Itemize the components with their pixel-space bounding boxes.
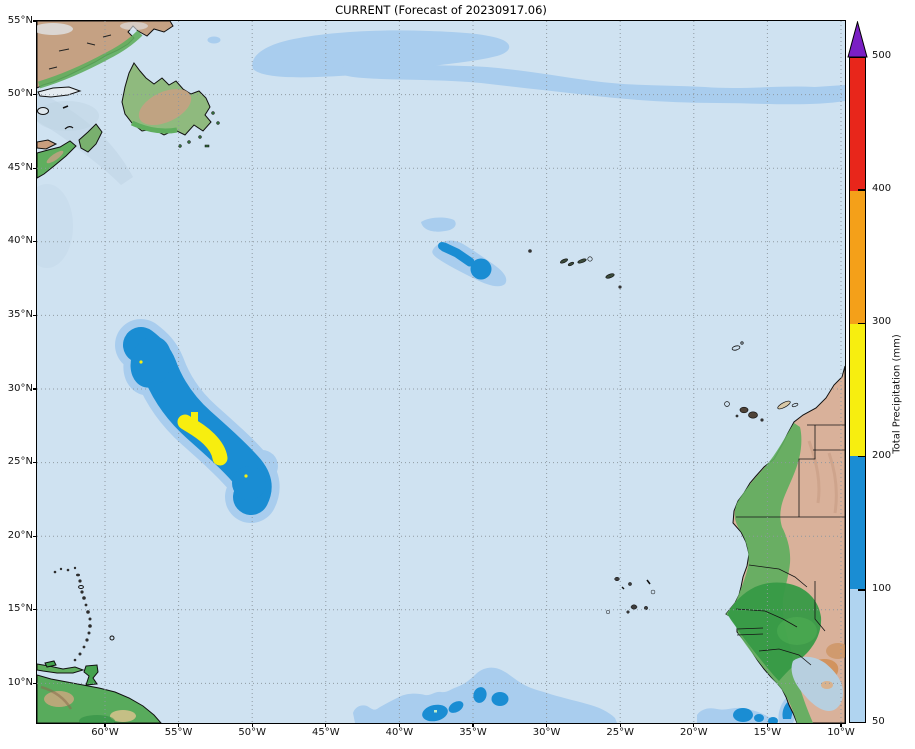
- lon-tick-mark: [104, 723, 106, 727]
- lon-tick-mark: [398, 723, 400, 727]
- colorbar-segment: [850, 323, 865, 457]
- lon-tick-label: 45°W: [311, 727, 340, 738]
- newfoundland-island: [121, 62, 220, 148]
- colorbar-segment: [850, 190, 865, 324]
- colorbar-segment: [850, 58, 865, 191]
- lat-tick-label: 35°N: [7, 308, 33, 320]
- lat-tick-mark: [33, 462, 37, 464]
- colorbar-tick-mark: [858, 455, 866, 458]
- colorbar-tick-mark: [858, 589, 866, 591]
- lon-tick-label: 25°W: [606, 727, 634, 738]
- lat-tick-mark: [33, 314, 37, 316]
- madeira-islands: [731, 341, 744, 351]
- lat-tick-mark: [33, 682, 37, 684]
- lon-tick-mark: [178, 723, 180, 727]
- map-panel: [37, 21, 845, 723]
- colorbar-segment: [850, 589, 865, 722]
- lat-tick-mark: [33, 94, 37, 96]
- canary-islands: [724, 400, 799, 422]
- canada-landmass: [37, 21, 174, 89]
- lon-tick-label: 10°W: [827, 727, 855, 738]
- colorbar-tick-label: 200: [872, 449, 892, 461]
- lat-tick-label: 20°N: [7, 529, 33, 541]
- graticule-grid: [37, 21, 845, 723]
- lat-tick-mark: [33, 20, 37, 22]
- colorbar: [849, 57, 866, 723]
- colorbar-tick-label: 500: [872, 50, 892, 61]
- lon-tick-mark: [472, 723, 474, 727]
- lat-tick-mark: [33, 388, 37, 390]
- lon-tick-label: 15°W: [753, 727, 782, 738]
- lat-tick-mark: [33, 167, 37, 169]
- lat-tick-mark: [33, 241, 37, 243]
- lat-tick-label: 45°N: [7, 161, 33, 173]
- lon-tick-mark: [693, 723, 695, 727]
- lat-tick-label: 30°N: [7, 382, 33, 394]
- lat-tick-mark: [33, 535, 37, 537]
- country-borders: [735, 424, 845, 666]
- colorbar-over-arrow: [847, 21, 868, 58]
- colorbar-tick-label: 50: [872, 716, 885, 727]
- lon-tick-label: 30°W: [532, 727, 561, 738]
- colorbar-tick-label: 100: [872, 582, 892, 594]
- lat-tick-label: 10°N: [7, 676, 33, 688]
- north-streak-precip: [252, 30, 510, 78]
- cape-verde-islands: [605, 576, 656, 615]
- lon-tick-mark: [840, 723, 842, 727]
- lat-tick-label: 25°N: [7, 456, 33, 468]
- lon-tick-mark: [546, 723, 548, 727]
- colorbar-segment: [850, 456, 865, 590]
- lat-tick-label: 55°N: [7, 14, 33, 26]
- south-america-landmass: [37, 660, 162, 723]
- lon-tick-label: 50°W: [238, 727, 266, 738]
- azores-precip-core: [438, 242, 492, 280]
- lon-tick-mark: [766, 723, 768, 727]
- itcz-inner-speck: [434, 710, 437, 713]
- lon-tick-mark: [619, 723, 621, 727]
- map-canvas: [37, 21, 845, 723]
- lon-tick-label: 35°W: [459, 727, 487, 738]
- lat-tick-label: 40°N: [7, 235, 33, 247]
- lon-tick-mark: [251, 723, 253, 727]
- colorbar-tick-mark: [858, 322, 866, 325]
- precip-core-layer: [123, 242, 492, 515]
- azores-precip-light: [421, 217, 507, 287]
- map-title: CURRENT (Forecast of 20230917.06): [335, 3, 547, 17]
- africa-landmass: [725, 365, 845, 723]
- storm-precip-yellow-core: [139, 360, 248, 478]
- lon-tick-label: 40°W: [385, 727, 414, 738]
- lat-tick-mark: [33, 609, 37, 611]
- colorbar-tick-label: 400: [872, 183, 892, 195]
- lon-tick-label: 55°W: [164, 727, 193, 738]
- lon-tick-label: 60°W: [91, 727, 119, 738]
- itcz-precip-medium: [422, 687, 794, 723]
- colorbar-title: Total Precipitation (mm): [891, 334, 903, 454]
- colorbar-tick-label: 300: [872, 316, 892, 328]
- azores-islands: [528, 249, 622, 289]
- north-streak-precip-east: [337, 62, 845, 105]
- lat-tick-label: 15°N: [7, 603, 33, 615]
- lesser-antilles-islands: [53, 566, 115, 662]
- lon-tick-mark: [325, 723, 327, 727]
- lon-tick-label: 20°W: [679, 727, 708, 738]
- lat-tick-label: 50°N: [7, 88, 33, 100]
- gulf-islands-novascotia: [37, 86, 103, 179]
- colorbar-tick-mark: [858, 189, 866, 191]
